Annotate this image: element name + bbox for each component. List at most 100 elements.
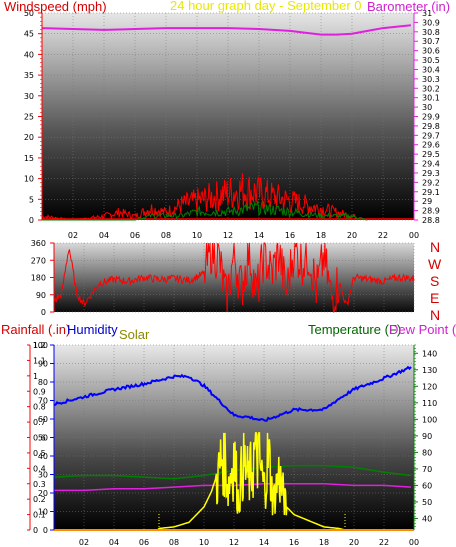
barometer-axis-tick-label: 29.6 xyxy=(422,141,440,150)
top-x-tick-label: 02 xyxy=(68,231,78,240)
rain-axis-tick-label: 1.2 xyxy=(33,341,46,350)
wind-axis-tick-label: 0 xyxy=(29,216,34,225)
direction-label-s: S xyxy=(430,273,439,289)
dewpoint-title: Dew Point ( xyxy=(389,322,456,337)
bottom-x-tick-label: 04 xyxy=(109,538,119,547)
barometer-axis-tick-label: 29.8 xyxy=(422,122,440,131)
wind-gust-line xyxy=(41,173,368,221)
barometer-axis-tick-label: 29.7 xyxy=(422,131,440,140)
bottom-chart-marks xyxy=(53,365,414,531)
solar-line xyxy=(156,432,346,531)
temperature-axis-tick-label: 140 xyxy=(422,349,437,358)
bottom-x-tick-label: 18 xyxy=(319,538,329,547)
barometer-axis-tick-label: 30.1 xyxy=(422,94,440,103)
bottom-x-tick-label: 22 xyxy=(379,538,389,547)
rainfall-title: Rainfall (.in) xyxy=(1,322,70,337)
temperature-axis-tick-label: 110 xyxy=(422,399,437,408)
rain-axis-tick-label: 0 xyxy=(33,526,38,535)
temperature-axis-tick-label: 120 xyxy=(422,382,437,391)
bottom-x-tick-label: 02 xyxy=(79,538,89,547)
humidity-axis-tick-label: 80 xyxy=(38,378,48,387)
top-x-tick-label: 14 xyxy=(254,231,264,240)
barometer-axis-tick-label: 30.9 xyxy=(422,18,440,27)
humidity-axis-tick-label: 70 xyxy=(38,397,48,406)
bottom-x-tick-label: 12 xyxy=(229,538,239,547)
humidity-axis-tick-label: 90 xyxy=(38,360,48,369)
direction-axis-tick-label: 360 xyxy=(31,239,46,248)
barometer-axis-tick-label: 30.5 xyxy=(422,56,440,65)
rain-axis-tick-label: 0.1 xyxy=(33,511,46,520)
windspeed-title: Windspeed (mph) xyxy=(4,0,107,14)
direction-axis-tick-label: 270 xyxy=(31,256,46,265)
solar-title: Solar xyxy=(119,327,150,342)
temperature-title: Temperature (F) xyxy=(308,322,401,337)
barometer-axis-tick-label: 29 xyxy=(422,197,432,206)
bottom-x-tick-label: 00 xyxy=(409,538,419,547)
rain-axis-tick-label: 0.8 xyxy=(33,403,46,412)
bottom-x-tick-label: 16 xyxy=(289,538,299,547)
humidity-axis-tick-label: 10 xyxy=(38,508,48,517)
wind-axis-tick-label: 5 xyxy=(29,195,34,204)
direction-label-n-top: N xyxy=(430,239,440,255)
axis-ticks: 02 04 06 08 10 12 14 16 18 20 22 000510152025303540… xyxy=(24,9,440,547)
humidity-line xyxy=(54,365,412,422)
top-x-tick-label: 06 xyxy=(130,231,140,240)
temperature-axis-tick-label: 130 xyxy=(422,366,437,375)
bottom-x-tick-label: 06 xyxy=(139,538,149,547)
direction-label-e: E xyxy=(430,290,439,306)
wind-axis-tick-label: 15 xyxy=(24,154,34,163)
mid-chart-marks xyxy=(53,242,415,313)
top-x-tick-label: 04 xyxy=(99,231,109,240)
mid-grid xyxy=(54,242,415,313)
temperature-axis-tick-label: 80 xyxy=(422,448,432,457)
barometer-axis-tick-label: 30.8 xyxy=(422,28,440,37)
direction-axis-tick-label: 0 xyxy=(41,308,46,317)
barometer-axis-tick-label: 29.4 xyxy=(422,160,440,169)
bottom-x-tick-label: 10 xyxy=(199,538,209,547)
top-x-tick-label: 22 xyxy=(378,231,388,240)
barometer-axis-tick-label: 30.4 xyxy=(422,65,440,74)
temperature-axis-tick-label: 40 xyxy=(422,514,432,523)
wind-axis-tick-label: 30 xyxy=(24,92,34,101)
barometer-axis-tick-label: 29.9 xyxy=(422,113,440,122)
barometer-line xyxy=(41,24,412,36)
barometer-axis-tick-label: 30.7 xyxy=(422,37,440,46)
top-x-tick-label: 20 xyxy=(347,231,357,240)
wind-axis-tick-label: 10 xyxy=(24,175,34,184)
rain-axis-tick-label: 0.9 xyxy=(33,387,46,396)
rain-axis-tick-label: 1 xyxy=(33,372,38,381)
humidity-axis-tick-label: 100 xyxy=(33,341,48,350)
wind-direction-line xyxy=(53,242,415,313)
temperature-axis-tick-label: 50 xyxy=(422,498,432,507)
barometer-axis-tick-label: 30.3 xyxy=(422,75,440,84)
humidity-axis-tick-label: 50 xyxy=(38,434,48,443)
temperature-axis-tick-label: 70 xyxy=(422,465,432,474)
humidity-axis-tick-label: 40 xyxy=(38,452,48,461)
top-x-tick-label: 00 xyxy=(409,231,419,240)
bottom-x-tick-label: 08 xyxy=(169,538,179,547)
rain-axis-tick-label: 0.5 xyxy=(33,449,46,458)
wind-average-line xyxy=(42,200,368,221)
barometer-axis-tick-label: 31 xyxy=(422,9,432,18)
bottom-x-tick-label: 20 xyxy=(349,538,359,547)
direction-axis-tick-label: 180 xyxy=(31,274,46,283)
barometer-axis-tick-label: 28.9 xyxy=(422,207,440,216)
top-x-tick-label: 08 xyxy=(161,231,171,240)
barometer-axis-tick-label: 29.5 xyxy=(422,150,440,159)
temperature-axis-tick-label: 100 xyxy=(422,415,437,424)
top-chart-marks xyxy=(41,24,414,221)
humidity-axis-tick-label: 20 xyxy=(38,489,48,498)
wind-axis-tick-label: 25 xyxy=(24,113,34,122)
direction-label-n-bottom: N xyxy=(430,307,440,323)
humidity-axis-tick-label: 0 xyxy=(43,526,48,535)
rain-axis-tick-label: 0.6 xyxy=(33,434,46,443)
humidity-axis-tick-label: 60 xyxy=(38,415,48,424)
barometer-title: Barometer (in) xyxy=(367,0,450,14)
wind-axis-tick-label: 40 xyxy=(24,50,34,59)
wind-axis-tick-label: 45 xyxy=(24,30,34,39)
barometer-axis-tick-label: 30 xyxy=(422,103,432,112)
rain-axis-tick-label: 0.3 xyxy=(33,480,46,489)
direction-label-w: W xyxy=(428,256,442,272)
wind-axis-tick-label: 35 xyxy=(24,71,34,80)
